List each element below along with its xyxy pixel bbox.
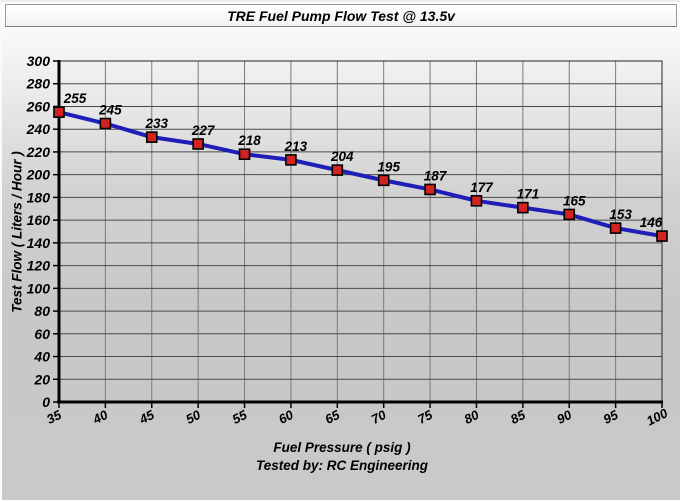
x-axis-tick-label: 65 <box>322 407 342 427</box>
y-axis-tick-label: 200 <box>26 167 51 183</box>
y-axis-tick-label: 260 <box>26 98 51 114</box>
series-line <box>57 110 664 239</box>
data-point-marker <box>285 154 297 166</box>
x-axis-tick-label: 60 <box>276 407 296 427</box>
x-axis-tick-label: 75 <box>415 407 435 427</box>
x-axis-tick-label: 70 <box>369 407 389 427</box>
x-axis-tick-label: 45 <box>136 407 157 428</box>
x-axis-tick-label: 35 <box>44 407 64 427</box>
data-point-marker <box>331 164 344 176</box>
data-point-label: 171 <box>517 187 540 202</box>
data-point-marker <box>377 174 390 187</box>
data-point-marker <box>238 148 251 161</box>
y-axis-tick-label: 60 <box>34 326 50 342</box>
y-axis-tick-label: 220 <box>26 144 51 160</box>
x-axis-title: Fuel Pressure ( psig ) <box>273 440 411 455</box>
y-axis-tick-label: 80 <box>34 303 50 319</box>
data-point-marker <box>563 208 576 221</box>
data-point-marker <box>145 131 158 143</box>
x-axis-tick-label: 90 <box>554 407 574 427</box>
x-axis-tick-label: 40 <box>90 407 111 428</box>
chart-title-bar: TRE Fuel Pump Flow Test @ 13.5v <box>5 4 677 27</box>
y-axis-tick-label: 140 <box>27 235 51 251</box>
y-axis-tick-label: 100 <box>27 280 51 296</box>
y-axis-tick-label: 300 <box>27 53 51 69</box>
x-axis-tick-label: 50 <box>183 407 203 427</box>
y-axis-tick-label: 180 <box>27 189 51 205</box>
data-point-label: 213 <box>284 139 308 154</box>
data-point-label: 204 <box>330 149 354 164</box>
y-axis-tick-label: 160 <box>27 212 51 228</box>
data-point-label: 195 <box>377 159 400 174</box>
x-axis-tick-label: 85 <box>508 407 528 427</box>
x-axis-tick-label: 80 <box>462 407 482 427</box>
data-point-marker <box>424 183 436 196</box>
data-point-label: 227 <box>191 123 216 138</box>
data-point-marker <box>99 117 112 130</box>
tested-by-caption: Tested by: RC Engineering <box>255 458 429 473</box>
y-axis-tick-label: 240 <box>26 121 51 137</box>
x-axis-tick-label: 100 <box>644 405 671 429</box>
data-point-label: 233 <box>145 116 169 131</box>
x-axis-tick-label: 55 <box>230 407 250 427</box>
plot-border <box>58 60 663 403</box>
data-point-label: 245 <box>98 103 122 118</box>
data-point-label: 165 <box>563 193 586 208</box>
data-point-marker <box>609 222 622 234</box>
data-point-marker <box>192 138 204 150</box>
data-point-marker <box>517 201 529 214</box>
data-point-label: 218 <box>237 133 261 148</box>
y-axis-tick-label: 120 <box>27 258 51 274</box>
y-axis-tick-label: 280 <box>26 76 51 92</box>
y-axis-title: Test Flow ( Liters / Hour ) <box>9 151 25 313</box>
data-point-marker <box>53 106 65 118</box>
y-axis-tick-label: 20 <box>33 371 50 387</box>
data-point-label: 146 <box>640 215 663 230</box>
chart-title: TRE Fuel Pump Flow Test @ 13.5v <box>227 7 455 24</box>
x-axis-tick-label: 95 <box>601 407 621 427</box>
y-axis-tick-label: 40 <box>33 349 50 365</box>
data-point-marker <box>470 195 483 207</box>
data-point-label: 153 <box>609 207 632 222</box>
y-axis-tick-label: 0 <box>42 394 50 410</box>
data-point-marker <box>656 230 668 242</box>
data-point-label: 255 <box>63 91 87 106</box>
data-point-label: 177 <box>470 180 494 195</box>
data-point-label: 187 <box>424 168 448 183</box>
